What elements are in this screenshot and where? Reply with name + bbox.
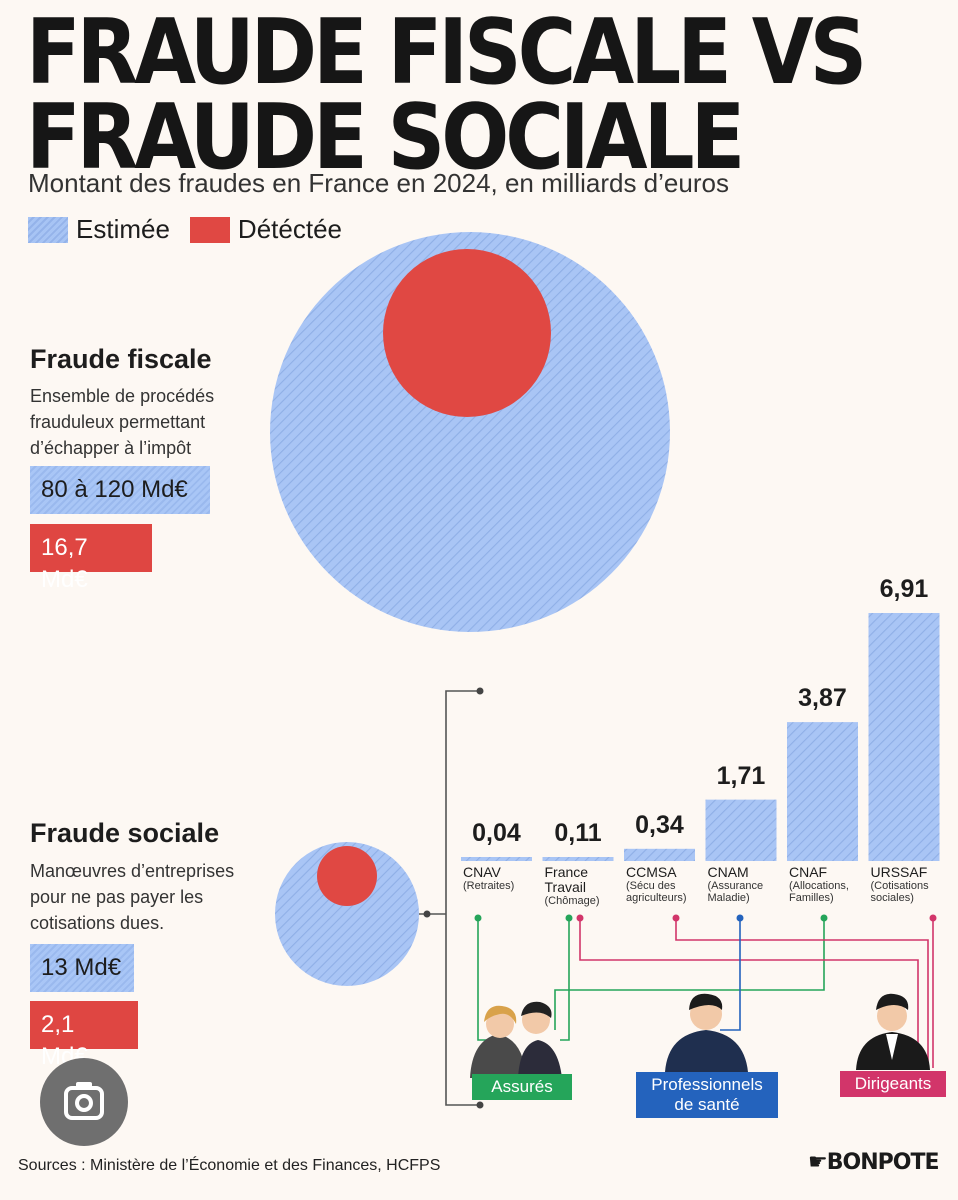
bar-cnaf [787, 722, 858, 861]
bar-ccmsa [624, 848, 695, 861]
bar-value-label: 0,11 [554, 819, 602, 847]
category-note: (Chômage) [544, 895, 600, 907]
category-note: (Allocations, [789, 880, 849, 892]
bracket-dot-left [423, 910, 431, 918]
dot-francetravail-a [565, 914, 573, 922]
bar-value-label: 0,34 [635, 810, 684, 839]
camera-icon [64, 1082, 104, 1120]
sociale-heading: Fraude sociale [30, 818, 220, 848]
fiscale-estimated-badge: 80 à 120 Md€ [30, 466, 210, 514]
legend-label-estimated: Estimée [76, 214, 170, 244]
circle-sociale-estimated [275, 842, 419, 986]
sociale-desc-line: cotisations dues. [30, 913, 165, 933]
sociale-desc-line: Manœuvres d’entreprises [30, 861, 235, 881]
title-line-2: FRAUDE SOCIALE [26, 85, 745, 190]
category-note: (Cotisations [870, 880, 929, 892]
dot-francetravail-b [576, 914, 584, 922]
sources: Sources : Ministère de l’Économie et des… [18, 1157, 441, 1174]
category-name: CNAF [789, 864, 828, 880]
legend-label-detected: Détéctée [237, 214, 342, 244]
sociale-estimated-badge: 13 Md€ [30, 944, 134, 992]
title-line-1: FRAUDE FISCALE VS [26, 0, 867, 105]
bar-category-label: CNAV (Retraites) [463, 864, 515, 893]
lens-search-button[interactable] [40, 1058, 128, 1146]
bars-layer [461, 613, 940, 861]
fiscale-desc-line: frauduleux permettant [30, 412, 206, 432]
category-note: (Assurance [707, 880, 764, 892]
bar-france-travail [542, 857, 614, 861]
fiscale-detected-badge: 16,7 Md€ [30, 524, 152, 593]
category-name: URSSAF [870, 864, 928, 880]
bar-cnav [461, 857, 532, 861]
bar-value-label: 1,71 [716, 761, 766, 790]
tag-pros-line: Professionnels [651, 1075, 763, 1094]
fiscale-description: Ensemble de procédés frauduleux permetta… [30, 383, 214, 461]
bar-category-label: CCMSA (Sécu des agriculteurs) [626, 864, 687, 905]
category-note: sociales) [870, 892, 914, 904]
legend-swatch-estimated [28, 216, 68, 243]
category-name: CCMSA [626, 864, 677, 880]
bar-urssaf [868, 613, 940, 861]
category-name: Travail [544, 879, 587, 895]
dot-cnam [736, 914, 744, 922]
sociale-description: Manœuvres d’entreprises pour ne pas paye… [30, 858, 234, 936]
bracket-connector [419, 690, 480, 1106]
bar-category-label: URSSAF (Cotisations sociales) [870, 864, 929, 905]
illustration-dirigeants [856, 993, 930, 1070]
dot-urssaf [929, 914, 937, 922]
tag-dirigeants: Dirigeants [840, 1071, 946, 1097]
category-name: France [544, 864, 589, 880]
bar-category-label: CNAF (Allocations, Familles) [789, 864, 849, 905]
category-note: (Sécu des [626, 880, 676, 892]
logo-text: BONPOTE [826, 1150, 940, 1175]
sociale-desc-line: pour ne pas payer les [30, 887, 204, 907]
circle-sociale-detected [317, 846, 377, 906]
sociale-detected-badge: 2,1 Md€ [30, 1001, 138, 1070]
bracket-dot-top [476, 687, 484, 695]
hand-icon: ☛ [808, 1150, 828, 1175]
category-note: Familles) [789, 892, 834, 904]
bar-cnam [705, 799, 777, 861]
illustration-professionnels [665, 993, 748, 1072]
tag-pros-line: de santé [674, 1095, 740, 1114]
circle-fiscale-detected [383, 249, 551, 417]
bar-category-label: CNAM (Assurance Maladie) [707, 864, 764, 905]
category-name: CNAM [707, 864, 749, 880]
dot-cnaf [820, 914, 828, 922]
tag-assures: Assurés [472, 1074, 572, 1100]
dot-cnav [474, 914, 482, 922]
category-name: CNAV [463, 864, 501, 880]
illustration-assures [470, 1001, 562, 1078]
category-note: Maladie) [707, 892, 750, 904]
bar-category-label: France Travail (Chômage) [544, 864, 600, 908]
category-note: agriculteurs) [626, 892, 687, 904]
dot-ccmsa [672, 914, 680, 922]
legend-swatch-detected [189, 216, 230, 243]
bar-value-label: 0,04 [472, 819, 521, 847]
bar-value-label: 6,91 [879, 575, 929, 603]
fiscale-desc-line: Ensemble de procédés [30, 386, 215, 406]
bar-value-label: 3,87 [798, 684, 847, 713]
circle-fiscale-estimated [270, 232, 670, 632]
bracket-dot-bottom [476, 1101, 484, 1109]
subtitle: Montant des fraudes en France en 2024, e… [28, 168, 729, 198]
legend: Estimée Détéctée [28, 214, 342, 245]
fiscale-desc-line: d’échapper à l’impôt [30, 438, 192, 458]
logo: ☛BONPOTE [808, 1150, 940, 1175]
category-note: (Retraites) [463, 880, 515, 892]
tag-professionnels-de-sante: Professionnels de santé [636, 1072, 778, 1118]
fiscale-heading: Fraude fiscale [30, 344, 212, 374]
page-title: FRAUDE FISCALE VS FRAUDE SOCIALE [26, 0, 867, 190]
